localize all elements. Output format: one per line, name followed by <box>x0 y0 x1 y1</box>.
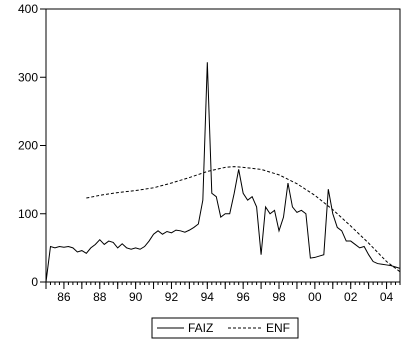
y-tick-label: 300 <box>18 70 38 84</box>
x-tick-label: 92 <box>165 290 179 304</box>
x-axis: 86 88 90 92 94 96 98 00 02 04 <box>45 282 401 304</box>
x-tick-label: 00 <box>308 290 322 304</box>
x-tick-label: 90 <box>129 290 143 304</box>
y-tick-label: 0 <box>31 275 38 289</box>
x-tick-label: 94 <box>201 290 215 304</box>
legend-label-enf: ENF <box>266 321 290 335</box>
legend-box <box>151 317 299 339</box>
x-tick-label: 98 <box>272 290 286 304</box>
x-tick-label: 02 <box>344 290 358 304</box>
legend-label-faiz: FAIZ <box>188 321 213 335</box>
series-line-enf <box>86 166 401 273</box>
y-tick-label: 400 <box>18 2 38 16</box>
y-tick-label: 100 <box>18 207 38 221</box>
x-tick-label: 88 <box>93 290 107 304</box>
x-tick-label: 04 <box>380 290 394 304</box>
x-tick-label: 86 <box>57 290 71 304</box>
y-axis: 0 100 200 300 400 <box>18 2 46 289</box>
series-line-faiz <box>45 62 401 283</box>
legend: FAIZ ENF <box>151 317 299 339</box>
x-tick-label: 96 <box>236 290 250 304</box>
y-tick-label: 200 <box>18 139 38 153</box>
